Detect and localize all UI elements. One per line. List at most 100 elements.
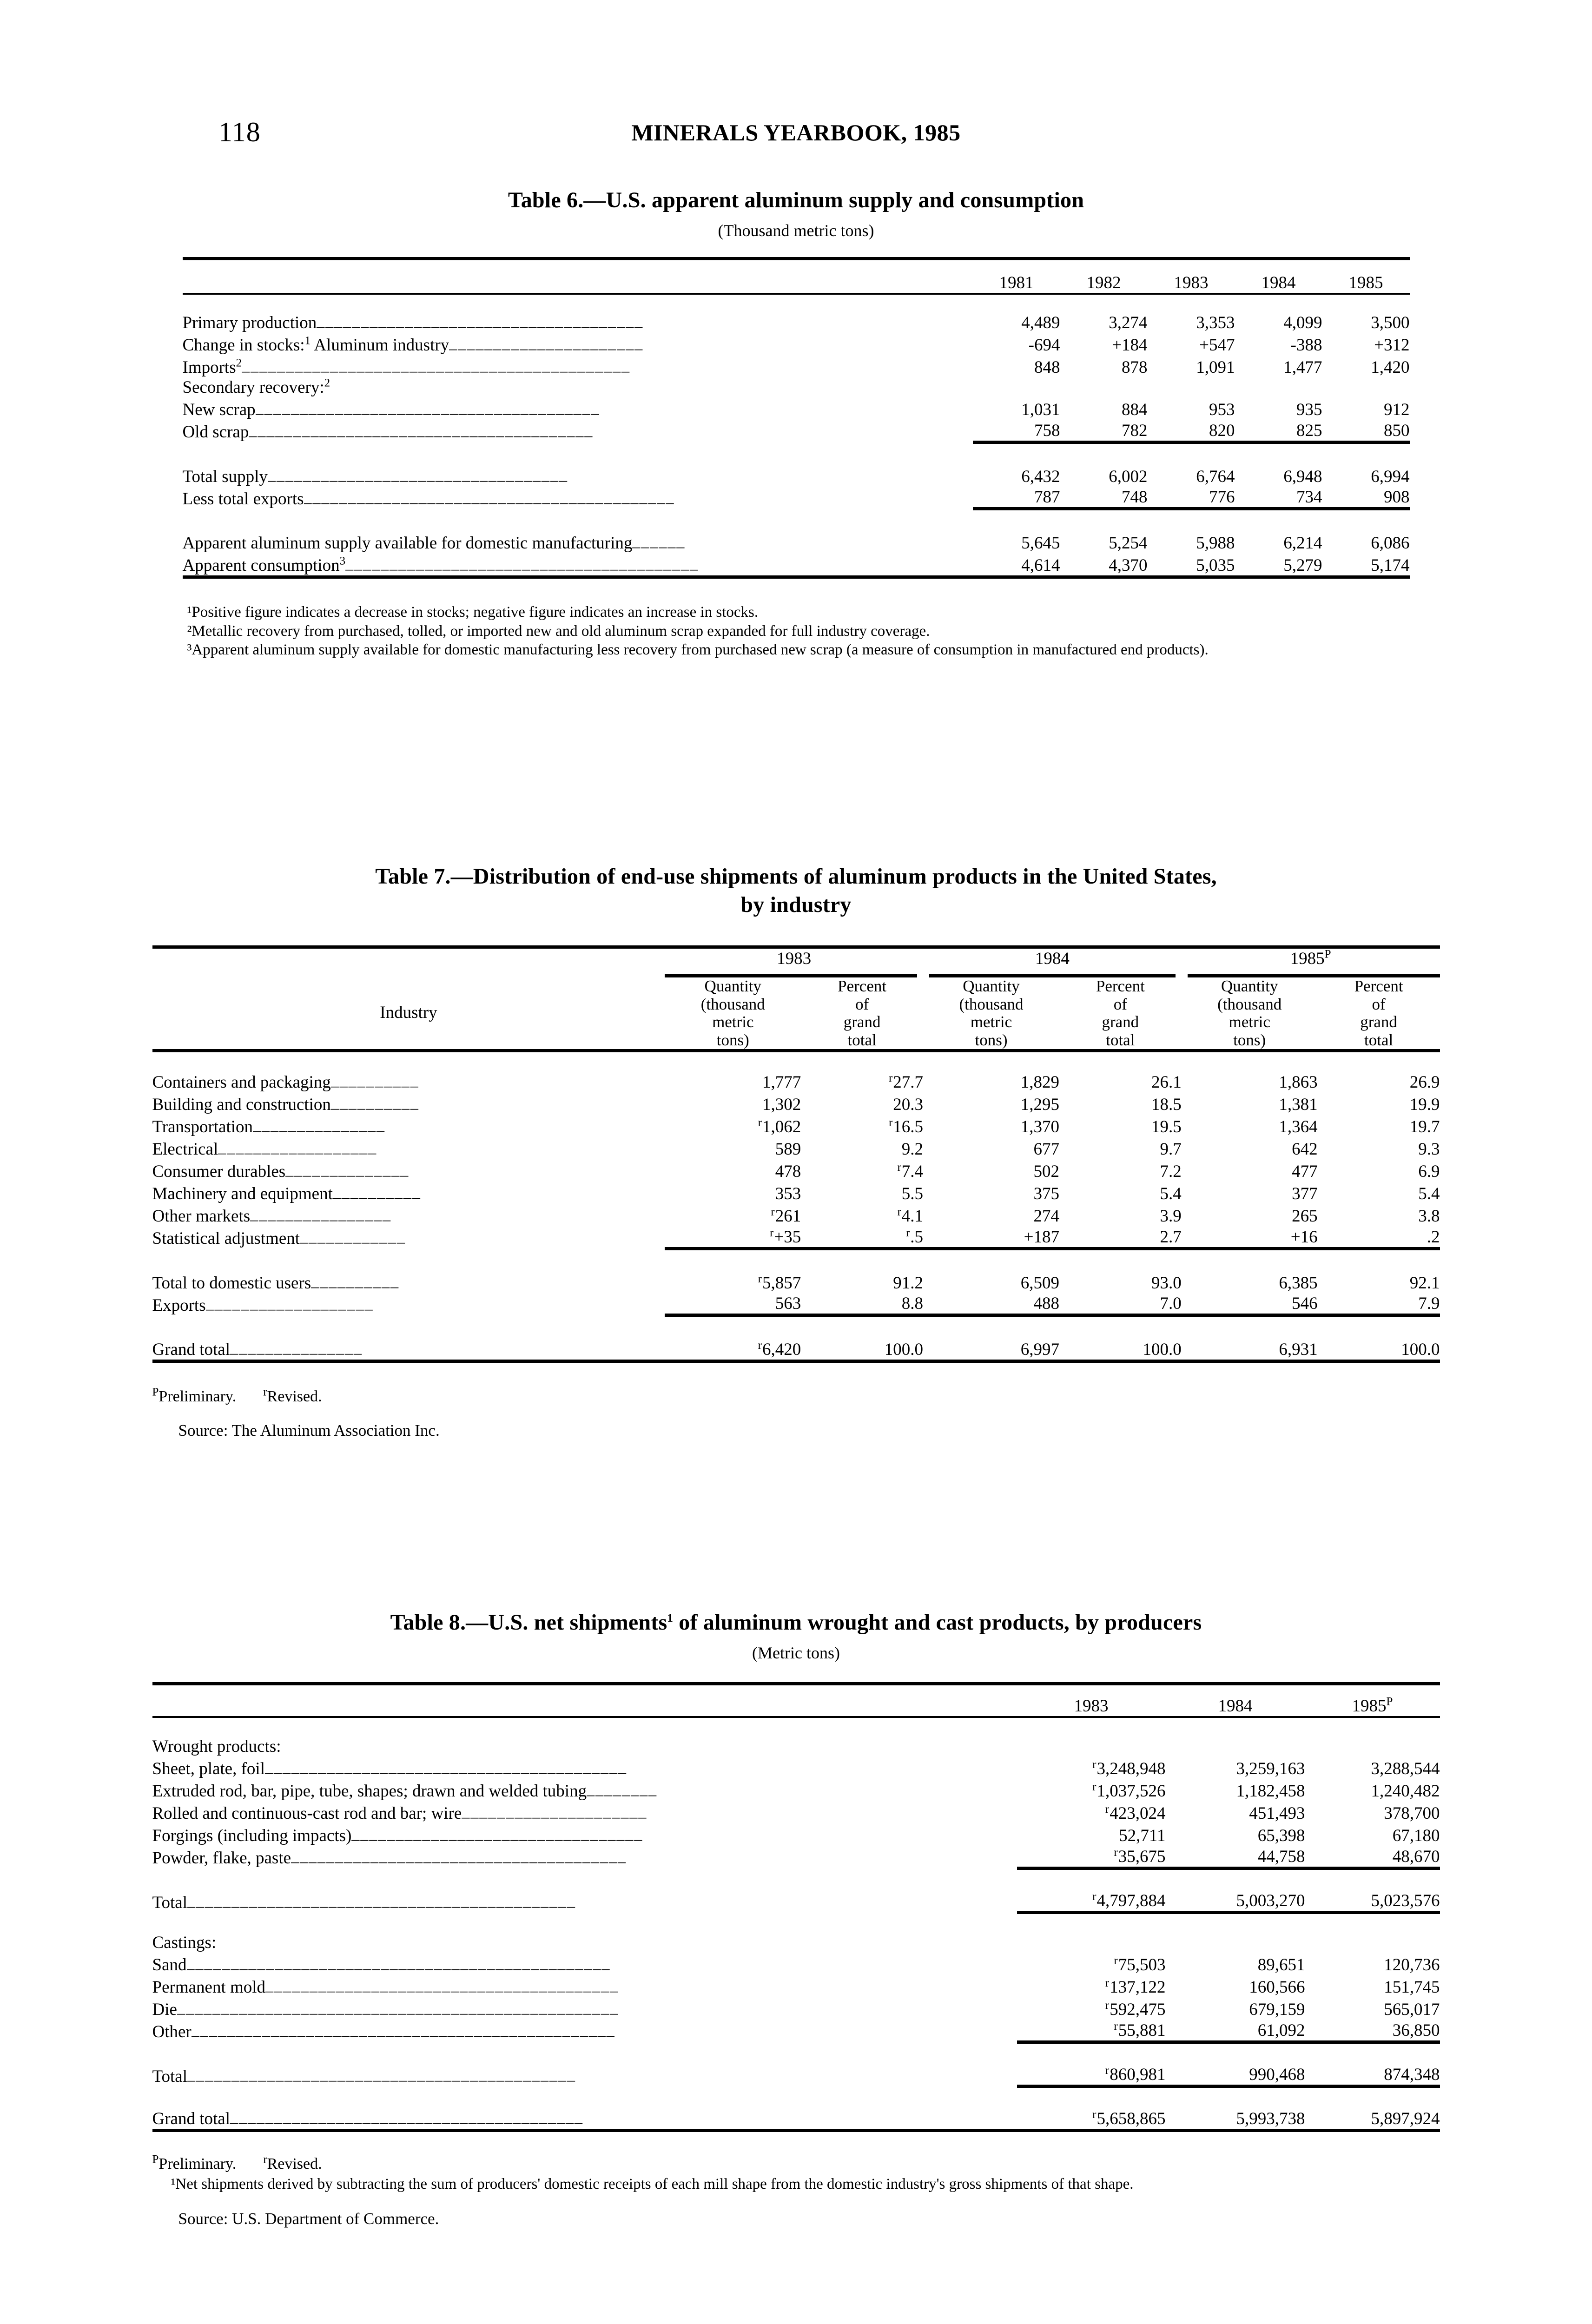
table-8-header-row: 1983 1984 1985P bbox=[152, 1682, 1440, 1717]
cell-value: 44,758 bbox=[1257, 1847, 1305, 1866]
row-label-castings-total: Total bbox=[152, 2067, 188, 2086]
cell-value: 3,288,544 bbox=[1371, 1759, 1440, 1779]
cell-value: 1,182,458 bbox=[1236, 1782, 1305, 1801]
col-header-1983: 1983 bbox=[1017, 1682, 1166, 1717]
cell-value: r4.1 bbox=[897, 1206, 924, 1226]
running-title: MINERALS YEARBOOK, 1985 bbox=[631, 119, 961, 145]
table-row: Sheet, plate, foil______________________… bbox=[152, 1756, 1440, 1779]
cell-value: 5,279 bbox=[1283, 556, 1322, 575]
leader-dots: ________________________________________… bbox=[265, 1758, 627, 1776]
cell-value: 935 bbox=[1296, 400, 1322, 420]
marker-r: r bbox=[263, 2153, 267, 2166]
cell-value: 26.9 bbox=[1409, 1073, 1440, 1092]
cell-value: 5.5 bbox=[901, 1184, 924, 1204]
cell-value: 151,745 bbox=[1384, 1978, 1440, 1997]
cell-value: +187 bbox=[1024, 1227, 1059, 1247]
leader-dots: ______________________ bbox=[449, 335, 644, 352]
group-heading-castings: Castings: bbox=[152, 1933, 217, 1953]
leader-dots: __________ bbox=[330, 1094, 419, 1112]
cell-value: 160,566 bbox=[1249, 1978, 1305, 1997]
cell-value: 7.9 bbox=[1418, 1294, 1440, 1314]
col-header-1984: 1984 bbox=[1165, 1682, 1305, 1717]
table-row: Other___________________________________… bbox=[152, 2020, 1440, 2042]
cell-value: r5,857 bbox=[758, 1272, 801, 1293]
footnote-1: ¹Positive figure indicates a decrease in… bbox=[187, 604, 759, 621]
cell-value: 5,023,576 bbox=[1371, 1891, 1440, 1911]
leader-dots: ________________________________________… bbox=[191, 2021, 615, 2039]
table-8-header-rule bbox=[152, 1716, 1440, 1737]
table-row: Primary production______________________… bbox=[183, 310, 1410, 333]
cell-value: 884 bbox=[1122, 400, 1148, 420]
cell-value: 5,254 bbox=[1109, 534, 1148, 553]
footnote-marker-1: 1 bbox=[667, 1612, 674, 1624]
leader-dots: ________________________________________… bbox=[177, 1999, 619, 2017]
table-8-bottom-rule bbox=[152, 2129, 1440, 2146]
marker-p: P bbox=[152, 1386, 159, 1399]
table-row: Total___________________________________… bbox=[152, 2064, 1440, 2086]
cell-value: 6.9 bbox=[1418, 1162, 1440, 1182]
table-7-title-line2: by industry bbox=[740, 892, 852, 918]
leader-dots: ______ bbox=[632, 533, 686, 550]
row-label-containers-and-packaging: Containers and packaging bbox=[152, 1073, 331, 1092]
cell-value: 478 bbox=[775, 1162, 801, 1182]
cell-value: 451,493 bbox=[1249, 1804, 1305, 1823]
leader-dots: ________________________________________… bbox=[187, 1892, 576, 1909]
cell-value: 6,086 bbox=[1371, 534, 1410, 553]
cell-value: 92.1 bbox=[1409, 1273, 1440, 1293]
table-row: Rolled and continuous-cast rod and bar; … bbox=[152, 1801, 1440, 1823]
cell-value: 18.5 bbox=[1151, 1095, 1182, 1115]
table-7-bottom-rule bbox=[152, 1360, 1440, 1377]
col-header-quantity-1984: Quantity (thousand metric tons) bbox=[959, 977, 1024, 1049]
row-label-machinery-and-equipment: Machinery and equipment bbox=[152, 1184, 333, 1204]
table-row: Grand total_____________________________… bbox=[152, 2106, 1440, 2131]
group-rule-1985 bbox=[1175, 968, 1440, 978]
table-7-source: Source: The Aluminum Association Inc. bbox=[178, 1421, 440, 1440]
table-row: Total supply____________________________… bbox=[183, 464, 1410, 487]
cell-value: r75,503 bbox=[1114, 1954, 1166, 1975]
leader-dots: ________________________________________ bbox=[230, 2108, 583, 2126]
table-row: Sand____________________________________… bbox=[152, 1953, 1440, 1975]
cell-value: r1,062 bbox=[758, 1116, 801, 1137]
leader-dots: ______________ bbox=[285, 1161, 410, 1179]
table-8-title: Table 8.—U.S. net shipments1 of aluminum… bbox=[390, 1610, 1202, 1635]
row-label-other-markets: Other markets bbox=[152, 1207, 251, 1226]
cell-value: 6,432 bbox=[1021, 467, 1060, 486]
row-label-wrought-total: Total bbox=[152, 1893, 188, 1912]
row-label-total-to-domestic-users: Total to domestic users bbox=[152, 1273, 311, 1293]
table-7-group-rule-row bbox=[152, 968, 1440, 978]
table-row: Secondary recovery:2 bbox=[183, 377, 1410, 397]
cell-value: 6,509 bbox=[1020, 1273, 1059, 1293]
table-row: Apparent aluminum supply available for d… bbox=[183, 531, 1410, 553]
cell-value: 375 bbox=[1033, 1184, 1059, 1204]
row-label-total-supply: Total supply bbox=[182, 467, 268, 486]
table-row: Grand total_______________ r6,420 100.0 … bbox=[152, 1337, 1440, 1361]
footnote-2: ²Metallic recovery from purchased, tolle… bbox=[187, 622, 930, 640]
cell-value: r55,881 bbox=[1114, 2020, 1166, 2040]
table-6-bottom-rule bbox=[182, 575, 1410, 593]
preliminary-revised-note: PPreliminary. rRevised. bbox=[152, 1386, 322, 1406]
leader-dots: ________________________________________… bbox=[186, 1954, 611, 1972]
year-group-1983: 1983 bbox=[665, 945, 924, 969]
cell-value: 6,764 bbox=[1196, 467, 1235, 486]
table-row: Permanent mold__________________________… bbox=[152, 1975, 1440, 1997]
cell-value: 19.7 bbox=[1409, 1117, 1440, 1137]
leader-dots: ________________________________________… bbox=[304, 488, 675, 506]
leader-dots: ________ bbox=[587, 1781, 658, 1798]
cell-value: 6,948 bbox=[1283, 467, 1322, 486]
group-heading-wrought-products: Wrought products: bbox=[152, 1737, 281, 1756]
table-row: Forgings (including impacts)____________… bbox=[152, 1823, 1440, 1846]
row-label-transportation: Transportation bbox=[152, 1117, 253, 1137]
cell-value: 677 bbox=[1033, 1140, 1059, 1159]
cell-value: 3,259,163 bbox=[1236, 1759, 1305, 1779]
cell-value: r592,475 bbox=[1105, 1999, 1166, 2020]
leader-dots: _____________________ bbox=[462, 1803, 647, 1821]
table-row: Total to domestic users__________ r5,857… bbox=[152, 1271, 1440, 1293]
leader-dots: ________________________________________ bbox=[265, 1977, 619, 1994]
cell-value: 1,302 bbox=[762, 1095, 801, 1115]
cell-value: 5,897,924 bbox=[1371, 2109, 1440, 2129]
row-label-consumer-durables: Consumer durables bbox=[152, 1162, 286, 1182]
final-rule-row bbox=[183, 507, 1410, 531]
cell-value: 5,645 bbox=[1021, 534, 1060, 553]
cell-value: 26.1 bbox=[1151, 1073, 1182, 1092]
table-row: Apparent consumption3___________________… bbox=[183, 553, 1410, 577]
